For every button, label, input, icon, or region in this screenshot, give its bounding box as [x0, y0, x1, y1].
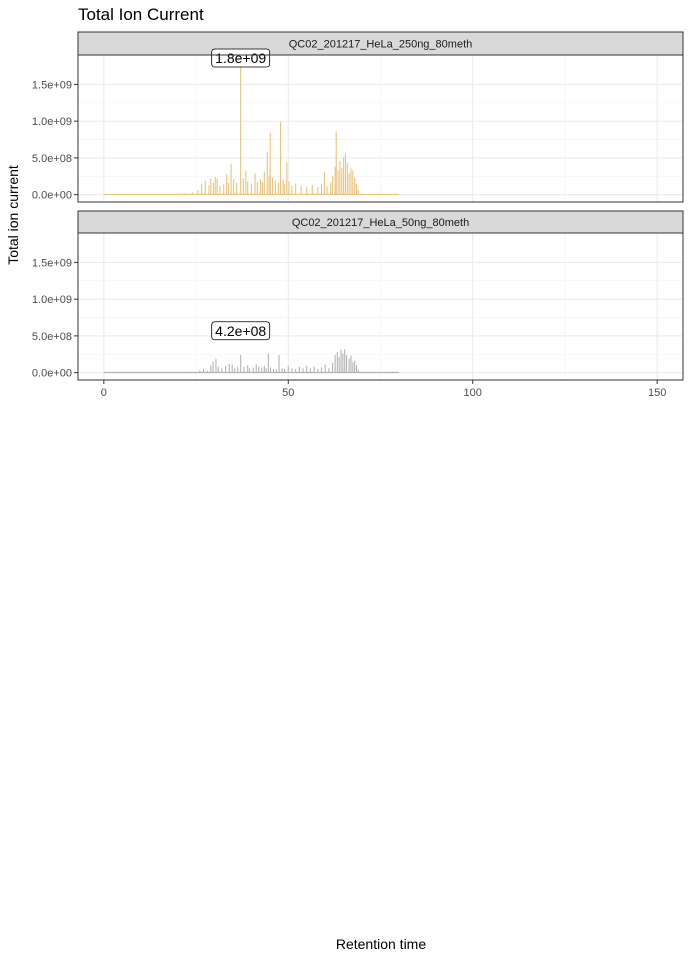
- facet-panels: QC02_201217_HeLa_250ng_80meth 1.8e+09 0.0e…: [32, 31, 684, 399]
- peak-label: 1.8e+09: [215, 50, 266, 66]
- panel-border: [77, 54, 684, 203]
- peak-label: 4.2e+08: [215, 323, 266, 339]
- y-tick-label: 5.0e+08: [32, 331, 72, 343]
- x-tick-label: 50: [282, 387, 294, 399]
- peak-label-box: [211, 321, 271, 341]
- y-tick-label: 0.0e+00: [32, 368, 72, 380]
- y-tick-label: 0.0e+00: [32, 190, 72, 202]
- y-tick-label: 1.0e+09: [32, 116, 72, 128]
- y-tick-label: 1.5e+09: [32, 257, 72, 269]
- chart-title: Total Ion Current: [78, 5, 204, 24]
- y-tick-label: 1.0e+09: [32, 294, 72, 306]
- facet-panel: QC02_201217_HeLa_50ng_80meth 4.2e+08 0.0e+…: [32, 210, 684, 399]
- x-tick-label: 100: [464, 387, 482, 399]
- peak-label-box: [211, 48, 271, 68]
- facet-panel: QC02_201217_HeLa_250ng_80meth 1.8e+09 0.0e…: [32, 31, 684, 203]
- y-axis-title: Total ion current: [5, 165, 21, 265]
- facet-strip-label: QC02_201217_HeLa_250ng_80meth: [289, 39, 473, 51]
- x-tick-label: 150: [648, 387, 666, 399]
- panel-border: [77, 232, 684, 381]
- x-tick-label: 0: [101, 387, 107, 399]
- y-tick-label: 1.5e+09: [32, 79, 72, 91]
- x-axis-title: Retention time: [336, 936, 426, 952]
- y-tick-label: 5.0e+08: [32, 153, 72, 165]
- facet-strip-label: QC02_201217_HeLa_50ng_80meth: [292, 217, 469, 229]
